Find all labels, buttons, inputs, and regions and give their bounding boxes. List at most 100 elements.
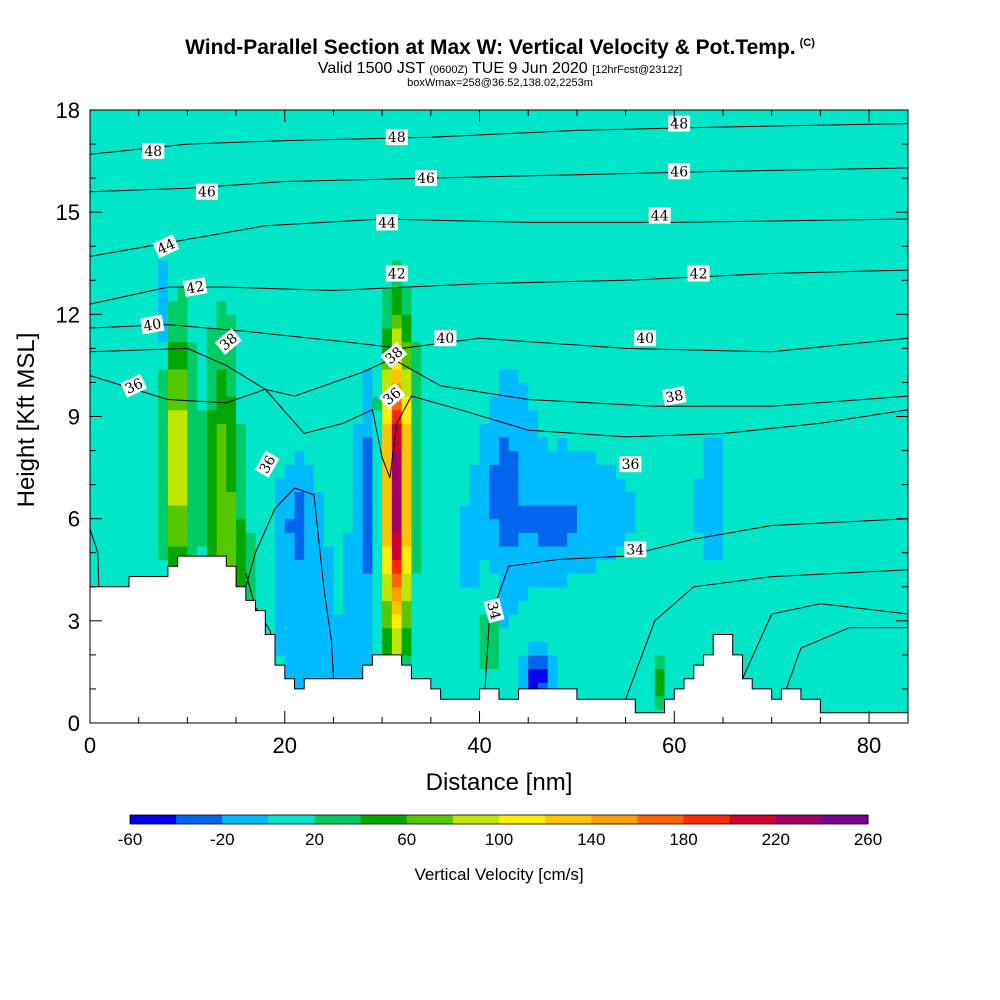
heat-cell: [537, 273, 549, 288]
heat-cell: [684, 205, 695, 220]
heat-cell: [791, 436, 802, 452]
heat-cell: [654, 668, 666, 683]
heat-cell: [362, 232, 374, 247]
heat-cell: [674, 586, 685, 601]
heat-cell: [128, 477, 140, 493]
heat-cell: [245, 110, 257, 125]
heat-cell: [810, 450, 821, 465]
heat-cell: [343, 641, 354, 656]
heat-cell: [693, 232, 705, 247]
heat-cell: [128, 396, 140, 411]
heat-cell: [859, 518, 870, 533]
heat-cell: [304, 259, 315, 275]
heat-cell: [450, 436, 461, 452]
heat-cell: [440, 654, 451, 670]
heat-cell: [138, 477, 150, 493]
heat-cell: [761, 450, 773, 465]
heat-cell: [645, 559, 656, 574]
heat-cell: [557, 191, 568, 206]
heat-cell: [187, 396, 198, 411]
heat-cell: [90, 559, 101, 574]
heat-cell: [869, 368, 880, 384]
heat-cell: [869, 314, 880, 329]
heat-cell: [781, 191, 792, 206]
heat-cell: [537, 259, 549, 275]
heat-cell: [547, 382, 559, 397]
heat-cell: [304, 396, 315, 411]
heat-cell: [781, 545, 792, 561]
heat-cell: [508, 327, 520, 343]
heat-cell: [460, 423, 471, 438]
heat-cell: [830, 464, 841, 479]
heat-cell: [869, 110, 880, 125]
svg-text:36: 36: [257, 453, 280, 477]
heat-cell: [781, 355, 792, 370]
heat-cell: [615, 164, 627, 179]
heat-cell: [859, 246, 870, 261]
heat-cell: [722, 314, 734, 329]
heat-cell: [352, 436, 364, 452]
heat-cell: [499, 450, 510, 465]
heat-cell: [284, 654, 296, 670]
heat-cell: [684, 300, 695, 315]
heat-cell: [732, 600, 744, 615]
heat-cell: [236, 246, 247, 261]
heat-cell: [518, 273, 529, 288]
heat-cell: [508, 205, 520, 220]
heat-cell: [606, 409, 617, 424]
heat-cell: [567, 110, 578, 125]
heat-cell: [567, 205, 578, 220]
heat-cell: [138, 545, 150, 561]
heat-cell: [606, 532, 617, 547]
heat-cell: [547, 137, 559, 152]
heat-cell: [294, 232, 305, 247]
heat-cell: [275, 382, 286, 397]
heat-cell: [109, 423, 120, 438]
heat-cell: [761, 614, 773, 629]
heat-cell: [547, 178, 559, 193]
heat-cell: [450, 232, 461, 247]
heat-cell: [430, 232, 442, 247]
heat-cell: [654, 491, 666, 506]
heat-cell: [245, 545, 257, 561]
heat-cell: [460, 300, 471, 315]
heat-cell: [625, 586, 636, 601]
heat-cell: [401, 559, 412, 574]
heat-cell: [742, 627, 753, 642]
heat-cell: [732, 586, 744, 601]
heat-cell: [576, 355, 588, 370]
heat-cell: [645, 300, 656, 315]
heat-cell: [830, 246, 841, 261]
colorbar-swatch: [222, 815, 269, 824]
heat-cell: [401, 532, 412, 547]
heat-cell: [236, 300, 247, 315]
svg-text:42: 42: [185, 279, 205, 298]
heat-cell: [469, 423, 481, 438]
heat-cell: [625, 110, 636, 125]
heat-cell: [401, 150, 412, 166]
heat-cell: [99, 110, 111, 125]
heat-cell: [450, 191, 461, 206]
heat-cell: [430, 559, 442, 574]
heat-cell: [206, 409, 218, 424]
heat-cell: [352, 382, 364, 397]
heat-cell: [294, 464, 305, 479]
heat-cell: [742, 246, 753, 261]
heat-cell: [771, 205, 783, 220]
heat-cell: [275, 178, 286, 193]
heat-cell: [469, 477, 481, 493]
heat-cell: [684, 477, 695, 493]
heat-cell: [489, 396, 500, 411]
heat-cell: [693, 355, 705, 370]
heat-cell: [391, 150, 403, 166]
heat-cell: [119, 232, 130, 247]
heat-cell: [674, 327, 685, 343]
heat-cell: [372, 327, 383, 343]
heat-cell: [586, 559, 597, 574]
heat-cell: [158, 327, 169, 343]
heat-cell: [645, 246, 656, 261]
heat-cell: [567, 259, 578, 275]
heat-cell: [119, 259, 130, 275]
heat-cell: [625, 641, 636, 656]
heat-cell: [869, 273, 880, 288]
